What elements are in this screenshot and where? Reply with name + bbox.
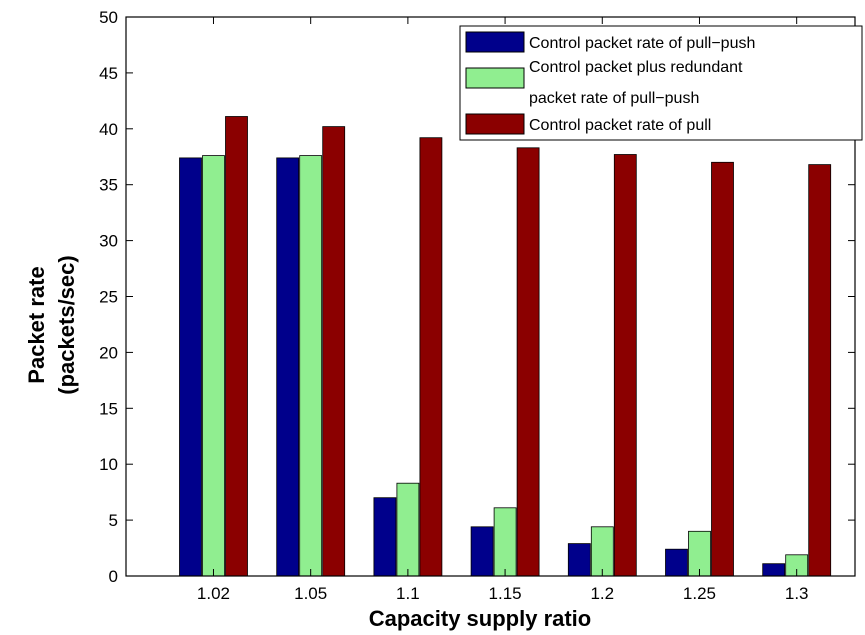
legend-box <box>459 25 863 141</box>
bar-series-1-1.2 <box>567 543 591 577</box>
x-tick-label: 1.02 <box>197 584 230 603</box>
y-tick-label: 10 <box>99 455 118 474</box>
legend-entry-pull: Control packet rate of pull <box>529 117 711 134</box>
y-tick-label: 40 <box>99 120 118 139</box>
bar-series-1-1.25 <box>665 548 688 577</box>
x-axis-label: Capacity supply ratio <box>369 606 592 631</box>
y-axis-label: Packet rate (packets/sec) <box>24 255 79 394</box>
bar-series-1-1.05 <box>276 157 300 577</box>
legend-entry-redundant-line-2: packet rate of pull−push <box>529 90 699 107</box>
bar-series-3-1.15 <box>516 147 540 577</box>
y-tick-label: 45 <box>99 64 118 83</box>
bar-series-3-1.05 <box>322 126 346 577</box>
legend-swatch-pull-push <box>465 31 525 53</box>
bar-series-3-1.1 <box>419 137 443 577</box>
bar-series-1-1.15 <box>470 526 494 577</box>
bar-series-3-1.25 <box>711 161 734 577</box>
x-tick-label: 1.2 <box>590 584 614 603</box>
bar-series-1-1.3 <box>762 563 786 577</box>
bar-series-1-1.02 <box>179 157 202 577</box>
bar-series-2-1.02 <box>202 155 225 577</box>
x-tick-label: 1.3 <box>785 584 809 603</box>
bar-series-2-1.15 <box>493 507 517 577</box>
legend-swatch-redundant <box>465 67 525 89</box>
bar-series-2-1.2 <box>590 526 614 577</box>
legend-entry-redundant-line-1: Control packet plus redundant <box>529 59 743 76</box>
y-tick-label: 5 <box>109 511 118 530</box>
y-tick-label: 25 <box>99 288 118 307</box>
legend: Control packet rate of pull−push Control… <box>459 25 863 141</box>
bar-series-3-1.02 <box>225 116 248 577</box>
y-tick-label: 15 <box>99 399 118 418</box>
y-tick-label: 35 <box>99 176 118 195</box>
legend-swatch-pull <box>465 113 525 135</box>
y-tick-label: 50 <box>99 8 118 27</box>
x-tick-label: 1.25 <box>683 584 716 603</box>
bar-series-2-1.1 <box>396 482 420 577</box>
x-tick-label: 1.05 <box>294 584 327 603</box>
y-axis-label-line-2: (packets/sec) <box>54 255 79 394</box>
bars <box>179 116 832 577</box>
y-tick-label: 0 <box>109 567 118 586</box>
y-tick-label: 20 <box>99 343 118 362</box>
legend-entry-pull-push: Control packet rate of pull−push <box>529 35 755 52</box>
x-tick-label: 1.15 <box>489 584 522 603</box>
bar-series-2-1.05 <box>299 155 323 577</box>
x-tick-label: 1.1 <box>396 584 420 603</box>
y-tick-label: 30 <box>99 232 118 251</box>
bar-series-3-1.2 <box>613 154 637 577</box>
bar-series-1-1.1 <box>373 497 397 577</box>
ticks: 0 5 10 15 20 25 30 35 40 45 50 1.02 1.05 1.1 1.15 1.2 1.… <box>99 8 855 603</box>
bar-series-3-1.3 <box>808 164 832 577</box>
y-axis-label-line-1: Packet rate <box>24 266 49 383</box>
